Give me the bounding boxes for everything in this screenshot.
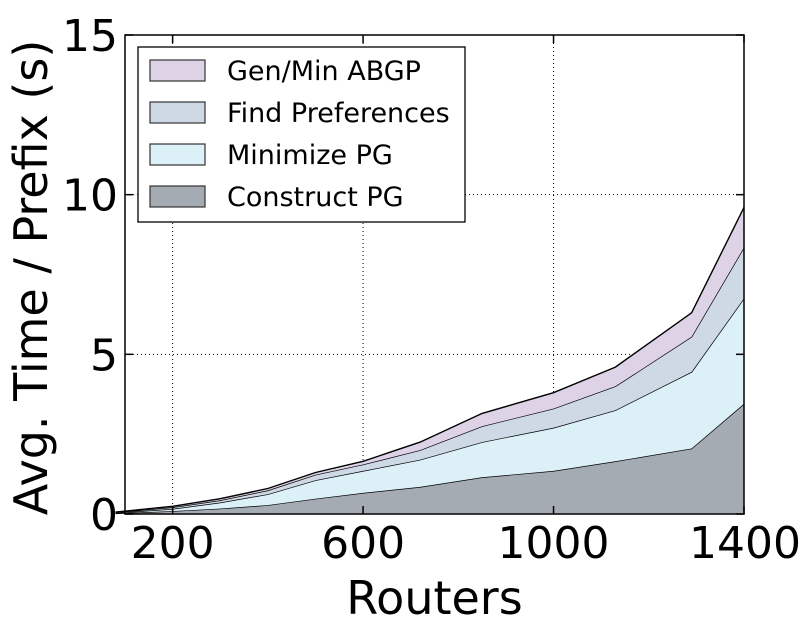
legend-swatch-gen-min-abgp <box>149 59 206 82</box>
legend-swatch-minimize-pg <box>149 143 206 166</box>
x-tick-label: 1000 <box>498 518 610 569</box>
y-tick-label: 5 <box>90 330 118 381</box>
y-tick-label: 10 <box>62 171 118 222</box>
tick-marks <box>125 34 745 515</box>
area-minimize-pg <box>115 298 744 514</box>
legend: Gen/Min ABGP Find Preferences Minimize PG C… <box>137 46 466 223</box>
legend-label-construct-pg: Construct PG <box>227 182 404 213</box>
x-tick-label: 200 <box>131 518 215 569</box>
legend-label-find-preferences: Find Preferences <box>227 98 450 129</box>
x-axis-title: Routers <box>346 571 522 625</box>
x-tick-label: 1400 <box>689 518 801 569</box>
y-axis-title: Avg. Time / Prefix (s) <box>4 40 58 516</box>
tick-labels: 200 600 1000 1400 0 5 10 15 <box>62 11 801 569</box>
y-tick-label: 0 <box>90 490 118 541</box>
x-tick-label: 600 <box>321 518 405 569</box>
area-series <box>115 207 745 515</box>
plot-frame <box>124 34 745 515</box>
y-tick-label: 15 <box>62 11 118 62</box>
area-construct-pg <box>115 403 744 514</box>
legend-swatch-find-preferences <box>149 101 206 124</box>
line-gen-min-abgp <box>115 207 745 513</box>
legend-swatch-construct-pg <box>149 185 206 208</box>
legend-label-minimize-pg: Minimize PG <box>227 140 393 171</box>
legend-label-gen-min-abgp: Gen/Min ABGP <box>227 56 421 87</box>
